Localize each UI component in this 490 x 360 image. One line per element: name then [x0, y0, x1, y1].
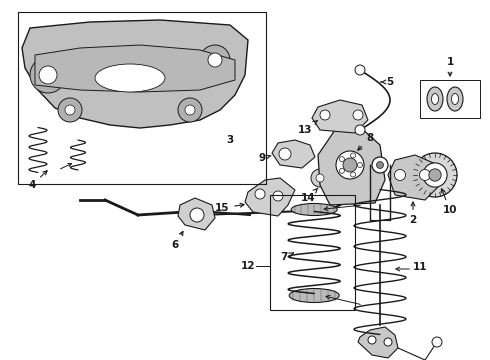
Circle shape	[279, 148, 291, 160]
Text: 9: 9	[258, 153, 271, 163]
Ellipse shape	[427, 87, 443, 111]
Text: 15: 15	[215, 203, 244, 213]
Polygon shape	[35, 45, 235, 92]
Circle shape	[311, 169, 329, 187]
Polygon shape	[22, 20, 248, 128]
Circle shape	[419, 170, 431, 180]
Text: 1: 1	[446, 57, 454, 76]
Text: 5: 5	[381, 77, 393, 87]
Text: 7: 7	[280, 252, 294, 262]
Text: 11: 11	[413, 262, 427, 272]
Polygon shape	[178, 198, 215, 230]
Circle shape	[178, 98, 202, 122]
Circle shape	[58, 98, 82, 122]
Text: 10: 10	[441, 189, 457, 215]
Circle shape	[39, 66, 57, 84]
Circle shape	[200, 45, 230, 75]
Ellipse shape	[291, 203, 337, 216]
Bar	[270, 195, 355, 310]
Circle shape	[340, 168, 344, 174]
Text: 12: 12	[241, 261, 255, 271]
Circle shape	[413, 153, 457, 197]
Circle shape	[350, 172, 356, 177]
Text: 8: 8	[358, 133, 374, 150]
Circle shape	[384, 338, 392, 346]
Ellipse shape	[447, 87, 463, 111]
Text: 3: 3	[226, 135, 234, 145]
Bar	[18, 12, 266, 184]
Text: 6: 6	[172, 231, 183, 250]
Polygon shape	[318, 127, 385, 205]
Ellipse shape	[451, 94, 459, 104]
Circle shape	[255, 189, 265, 199]
Circle shape	[368, 336, 376, 344]
Circle shape	[190, 208, 204, 222]
Circle shape	[355, 125, 365, 135]
Text: 14: 14	[301, 188, 318, 203]
Text: 4: 4	[28, 171, 47, 190]
Polygon shape	[312, 100, 368, 133]
Polygon shape	[272, 140, 315, 168]
Circle shape	[432, 337, 442, 347]
Circle shape	[350, 153, 356, 158]
Circle shape	[316, 174, 324, 182]
Circle shape	[65, 105, 75, 115]
Ellipse shape	[95, 64, 165, 92]
Circle shape	[185, 105, 195, 115]
Polygon shape	[388, 155, 440, 200]
Circle shape	[208, 53, 222, 67]
Circle shape	[423, 163, 447, 187]
Circle shape	[343, 158, 357, 172]
Polygon shape	[358, 327, 398, 358]
Polygon shape	[245, 178, 295, 216]
Bar	[420, 80, 480, 118]
Circle shape	[376, 162, 384, 168]
Circle shape	[340, 157, 344, 162]
Text: 13: 13	[298, 121, 318, 135]
Text: 2: 2	[409, 202, 416, 225]
Circle shape	[273, 191, 283, 201]
Circle shape	[358, 162, 363, 167]
Ellipse shape	[432, 94, 439, 104]
Circle shape	[320, 110, 330, 120]
Circle shape	[394, 170, 406, 180]
Circle shape	[30, 57, 66, 93]
Circle shape	[429, 169, 441, 181]
Circle shape	[355, 65, 365, 75]
Circle shape	[372, 157, 388, 173]
Circle shape	[336, 151, 364, 179]
Circle shape	[353, 110, 363, 120]
Ellipse shape	[289, 288, 339, 302]
